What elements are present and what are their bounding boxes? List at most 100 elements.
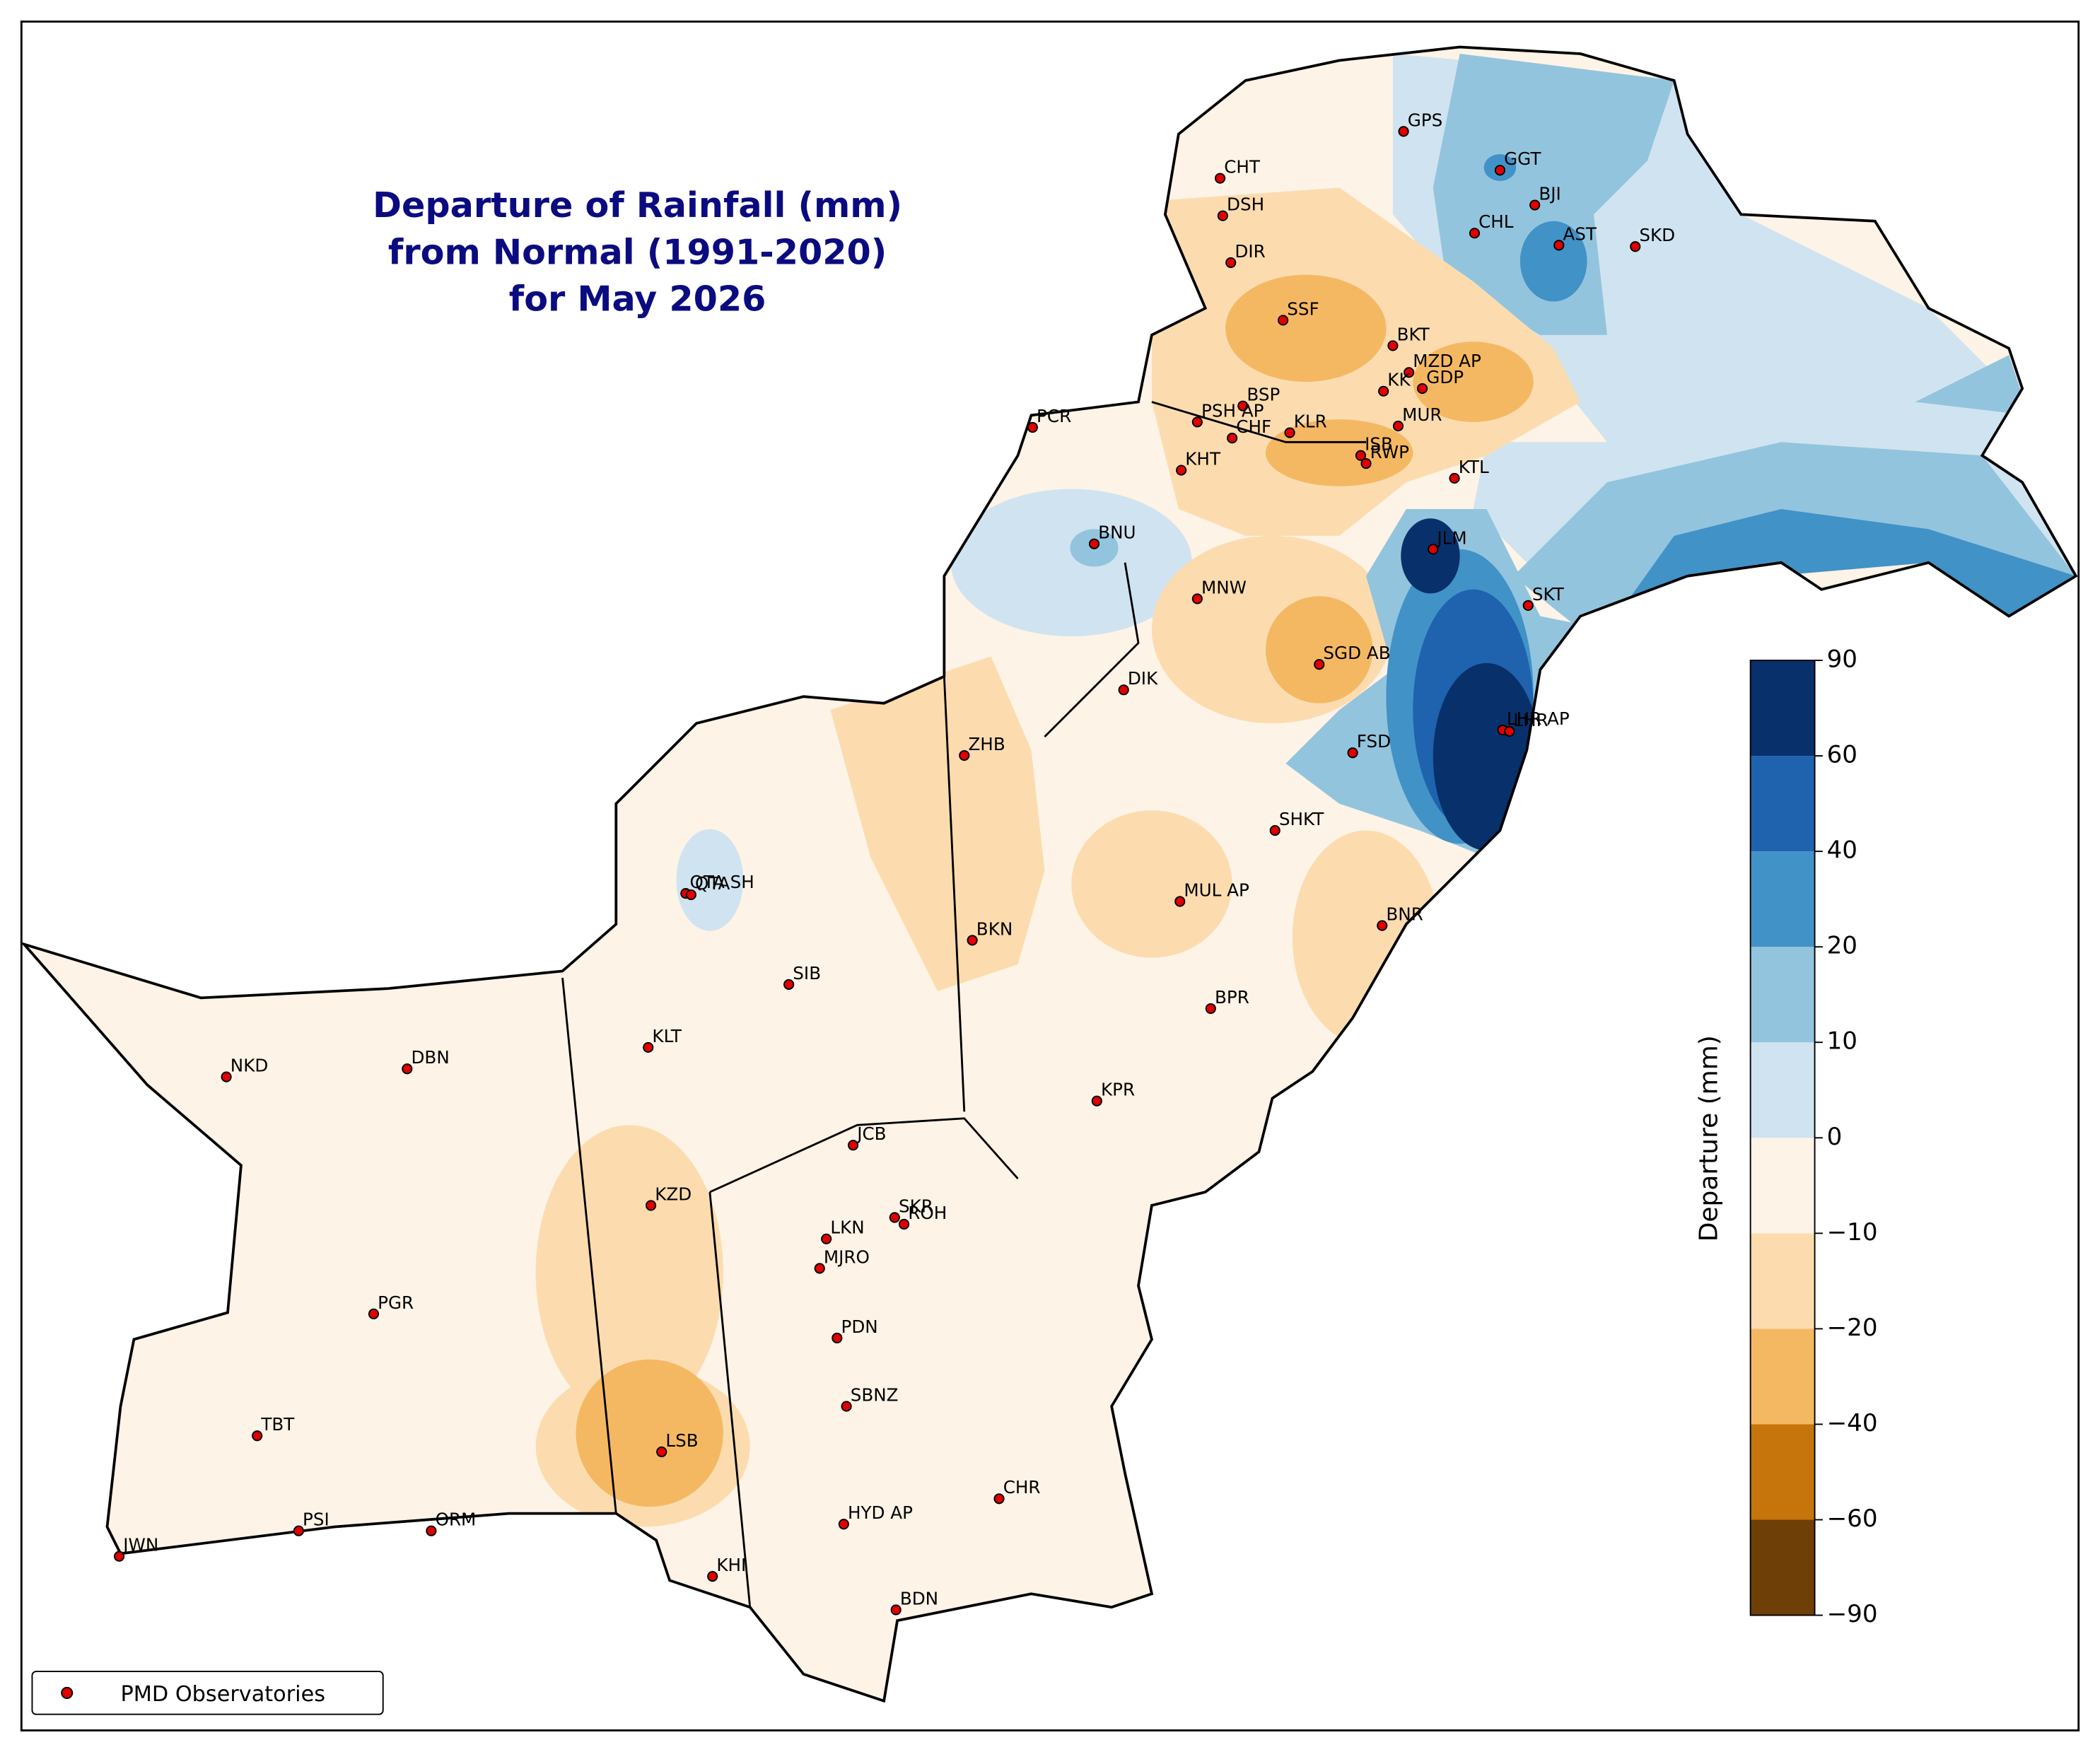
- station-label: SIB: [793, 963, 821, 983]
- colorbar-segment: [1750, 1424, 1815, 1520]
- station-label: BSP: [1247, 385, 1280, 405]
- station-label: DIK: [1128, 668, 1158, 689]
- contour: [576, 1359, 723, 1507]
- contour: [1606, 509, 2076, 630]
- station-marker: [1205, 1003, 1216, 1015]
- title: for May 2026: [509, 279, 766, 320]
- station-marker: [1360, 458, 1372, 469]
- station-marker: [890, 1604, 902, 1616]
- station-marker: [841, 1401, 852, 1412]
- station-marker: [1404, 367, 1415, 378]
- station-label: PGR: [378, 1292, 414, 1313]
- station-label: JWN: [122, 1535, 158, 1555]
- colorbar-tick-label: −20: [1827, 1314, 1878, 1342]
- colorbar-tick-label: −40: [1827, 1409, 1878, 1437]
- station-label: KTL: [1459, 457, 1489, 477]
- station-marker: [1191, 416, 1203, 428]
- station-label: MUR: [1402, 404, 1442, 425]
- station-marker: [1504, 725, 1515, 737]
- station-marker: [1314, 659, 1325, 670]
- colorbar-tick-label: 0: [1827, 1123, 1843, 1151]
- station-label: RWP: [1370, 442, 1409, 462]
- station-label: KLT: [652, 1026, 682, 1046]
- station-label: CHR: [1003, 1477, 1041, 1497]
- station-marker: [898, 1218, 910, 1230]
- contour: [535, 1125, 723, 1420]
- title: from Normal (1991-2020): [388, 231, 887, 272]
- station-label: DSH: [1227, 194, 1264, 215]
- station-marker: [783, 979, 795, 991]
- legend-marker: [61, 1686, 74, 1699]
- station-label: BKT: [1397, 324, 1430, 344]
- station-marker: [1191, 593, 1203, 605]
- station-label: CHT: [1224, 157, 1261, 177]
- colorbar-tick-label: −60: [1827, 1505, 1878, 1533]
- station-marker: [1174, 896, 1186, 907]
- station-label: DBN: [411, 1047, 449, 1068]
- colorbar-tick-label: 90: [1827, 646, 1857, 674]
- station-marker: [707, 1571, 718, 1582]
- colorbar-tick-label: 60: [1827, 741, 1857, 769]
- station-marker: [889, 1212, 900, 1223]
- station-label: BDN: [900, 1588, 938, 1608]
- station-marker: [1553, 240, 1565, 251]
- station-label: FSD: [1357, 731, 1391, 752]
- station-marker: [114, 1550, 125, 1562]
- station-marker: [1278, 315, 1289, 326]
- station-label: LHR AP: [1507, 708, 1570, 729]
- station-label: NKD: [231, 1056, 268, 1076]
- station-marker: [426, 1525, 437, 1536]
- station-label: BKN: [976, 918, 1013, 939]
- station-marker: [1387, 340, 1399, 351]
- colorbar-segment: [1750, 756, 1815, 852]
- colorbar-tick-label: −90: [1827, 1600, 1878, 1628]
- station-marker: [1522, 600, 1534, 611]
- station-marker: [1176, 465, 1187, 476]
- station-label: BPR: [1215, 987, 1249, 1008]
- station-marker: [1118, 684, 1129, 696]
- colorbar-tick-label: −10: [1827, 1218, 1878, 1246]
- contour: [676, 829, 744, 931]
- station-label: MJRO: [824, 1246, 870, 1267]
- station-marker: [1428, 544, 1439, 555]
- station-label: BJI: [1539, 183, 1561, 204]
- station-marker: [1398, 126, 1409, 137]
- station-marker: [1529, 199, 1541, 211]
- colorbar-tick-label: 20: [1827, 932, 1857, 960]
- station-marker: [1091, 1095, 1102, 1106]
- station-label: KHT: [1185, 449, 1221, 469]
- station-label: SBNZ: [851, 1384, 899, 1405]
- station-marker: [1269, 825, 1281, 836]
- station-label: KPR: [1101, 1080, 1135, 1100]
- station-label: GGT: [1504, 148, 1541, 169]
- station-label: SHKT: [1279, 809, 1324, 829]
- colorbar-segment: [1750, 947, 1815, 1043]
- station-label: SKT: [1532, 584, 1565, 605]
- station-label: QTA: [695, 873, 730, 894]
- station-marker: [1225, 257, 1237, 269]
- station-label: JCB: [856, 1123, 886, 1144]
- station-marker: [814, 1263, 825, 1274]
- colorbar-tick-label: 40: [1827, 836, 1857, 865]
- station-marker: [685, 889, 696, 901]
- title: Departure of Rainfall (mm): [373, 185, 902, 226]
- station-marker: [1416, 382, 1428, 395]
- station-marker: [832, 1332, 843, 1344]
- station-marker: [967, 935, 978, 946]
- station-label: GPS: [1408, 110, 1443, 130]
- colorbar-segment: [1750, 851, 1815, 947]
- station-label: MNW: [1201, 577, 1247, 597]
- frame: [20, 21, 2080, 1731]
- station-label: LSB: [665, 1430, 698, 1451]
- station-label: TBT: [260, 1414, 295, 1435]
- contour: [1071, 810, 1232, 958]
- contour: [1915, 355, 2029, 416]
- station-marker: [1494, 165, 1506, 176]
- station-marker: [368, 1308, 380, 1319]
- contour: [1433, 54, 1674, 335]
- station-marker: [656, 1446, 667, 1458]
- contour: [1401, 518, 1460, 594]
- station-marker: [1217, 210, 1228, 221]
- station-marker: [847, 1140, 859, 1151]
